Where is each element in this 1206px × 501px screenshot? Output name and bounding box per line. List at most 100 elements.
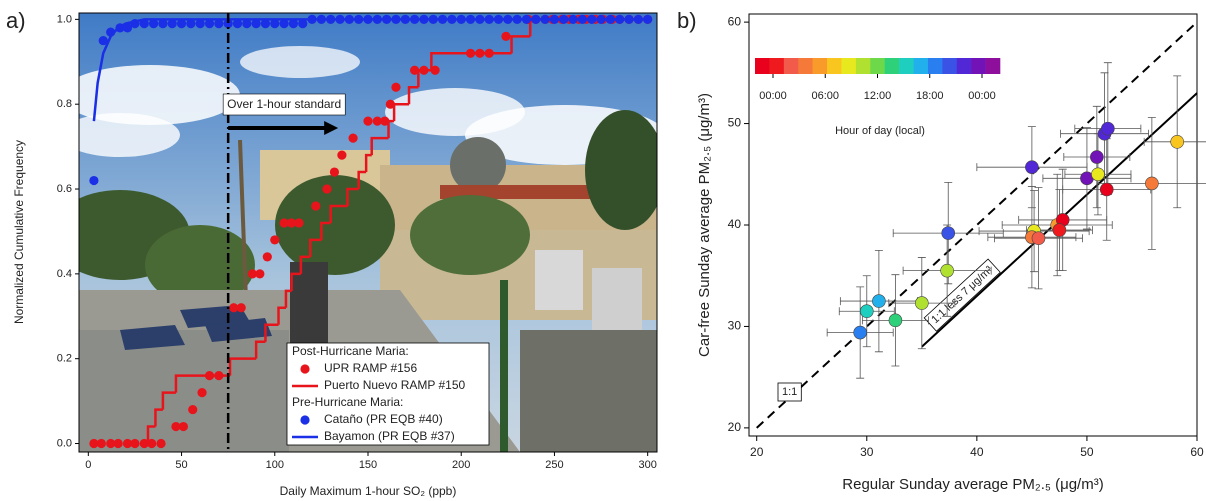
- data-point: [363, 116, 373, 126]
- data-point: [242, 19, 252, 29]
- data-point: [348, 133, 358, 143]
- data-point: [298, 19, 308, 29]
- data-point: [247, 269, 257, 279]
- step-segment: [284, 289, 292, 308]
- y-tick-label: 40: [728, 217, 742, 231]
- x-tick-label: 100: [266, 459, 284, 471]
- legend-label: Puerto Nuevo RAMP #150: [324, 378, 466, 392]
- data-point: [329, 167, 340, 177]
- colorbar-tick-label: 18:00: [916, 90, 944, 102]
- data-point: [122, 23, 133, 33]
- data-point: [872, 294, 886, 308]
- reference-line: [756, 21, 1198, 429]
- step-segment: [407, 85, 419, 105]
- data-point: [279, 218, 289, 228]
- colorbar-block: [783, 58, 799, 74]
- data-point: [1090, 150, 1104, 164]
- data-point: [262, 252, 272, 262]
- data-point: [294, 218, 304, 228]
- data-point: [130, 438, 140, 449]
- data-point: [1145, 176, 1159, 191]
- data-point: [279, 19, 289, 29]
- data-point: [106, 438, 116, 449]
- legend-heading: Post-Hurricane Maria:: [292, 344, 409, 358]
- y-axis-label: Normalized Cumulative Frequency: [12, 140, 26, 324]
- legend-label: UPR RAMP #156: [324, 361, 417, 375]
- step-segment: [308, 238, 322, 257]
- data-point: [171, 421, 181, 432]
- step-segment: [277, 306, 286, 325]
- colorbar-block: [841, 58, 857, 74]
- label-box: [923, 258, 1001, 332]
- x-tick-label: 40: [970, 445, 984, 459]
- x-tick-label: 250: [545, 459, 563, 471]
- colorbar-block: [798, 58, 813, 74]
- legend-label: Bayamon (PR EQB #37): [324, 429, 455, 443]
- data-point: [113, 438, 123, 449]
- data-point: [853, 325, 867, 340]
- step-segment: [146, 425, 156, 444]
- data-point: [270, 235, 280, 245]
- colorbar-tick-label: 00:00: [759, 90, 787, 102]
- colorbar-tick-label: 06:00: [811, 90, 839, 102]
- legend-marker: [300, 415, 310, 425]
- data-point: [188, 404, 198, 415]
- data-point: [260, 19, 271, 29]
- x-axis-label: Regular Sunday average PM₂.₅ (μg/m³): [842, 476, 1103, 493]
- y-axis-label: Car-free Sunday average PM₂.₅ (μg/m³): [696, 93, 713, 357]
- colorbar-block: [812, 58, 828, 74]
- data-point: [1170, 135, 1184, 149]
- step-segment: [392, 102, 410, 122]
- step-segment: [346, 187, 359, 206]
- data-point: [1052, 223, 1067, 237]
- data-point: [195, 19, 205, 29]
- data-point: [176, 19, 187, 29]
- colorbar-block: [755, 58, 770, 74]
- data-line: [92, 18, 648, 122]
- data-point: [122, 438, 133, 449]
- data-point: [214, 19, 224, 29]
- data-point: [223, 19, 233, 29]
- step-segment: [154, 408, 163, 427]
- data-point: [337, 150, 347, 160]
- legend-heading: Pre-Hurricane Maria:: [292, 395, 403, 409]
- colorbar-tick-label: 00:00: [968, 90, 996, 102]
- x-axis-label: Daily Maximum 1-hour SO₂ (ppb): [280, 484, 457, 498]
- legend-marker: [300, 364, 310, 374]
- panel-label: b): [677, 8, 697, 33]
- step-segment: [387, 119, 395, 139]
- step-segment: [510, 35, 531, 54]
- colorbar-block: [855, 58, 871, 74]
- data-point: [167, 19, 177, 29]
- y-tick-label: 0.8: [57, 98, 72, 110]
- data-point: [430, 65, 440, 75]
- y-tick-label: 60: [728, 14, 742, 28]
- data-point: [89, 175, 99, 186]
- data-point: [859, 304, 874, 319]
- data-point: [204, 19, 215, 29]
- x-tick-label: 30: [860, 445, 874, 459]
- data-point: [270, 19, 280, 29]
- y-tick-label: 30: [728, 319, 742, 333]
- step-segment: [364, 153, 372, 173]
- data-point: [96, 438, 106, 449]
- data-point: [941, 226, 956, 240]
- y-tick-label: 20: [728, 420, 742, 434]
- colorbar-block: [899, 58, 914, 74]
- data-point: [98, 35, 108, 46]
- step-segment: [329, 204, 348, 223]
- x-tick-label: 50: [175, 459, 187, 471]
- y-tick-label: 0.4: [57, 268, 72, 280]
- colorbar-block: [769, 58, 785, 74]
- x-tick-label: 50: [1080, 445, 1094, 459]
- data-point: [380, 116, 390, 126]
- data-point: [311, 201, 321, 211]
- colorbar-block: [927, 58, 943, 74]
- label-box: [777, 382, 802, 402]
- data-point: [255, 269, 265, 279]
- step-segment: [161, 391, 176, 410]
- annotation-box: [222, 93, 346, 116]
- colorbar-block: [913, 58, 929, 74]
- data-point: [322, 184, 332, 194]
